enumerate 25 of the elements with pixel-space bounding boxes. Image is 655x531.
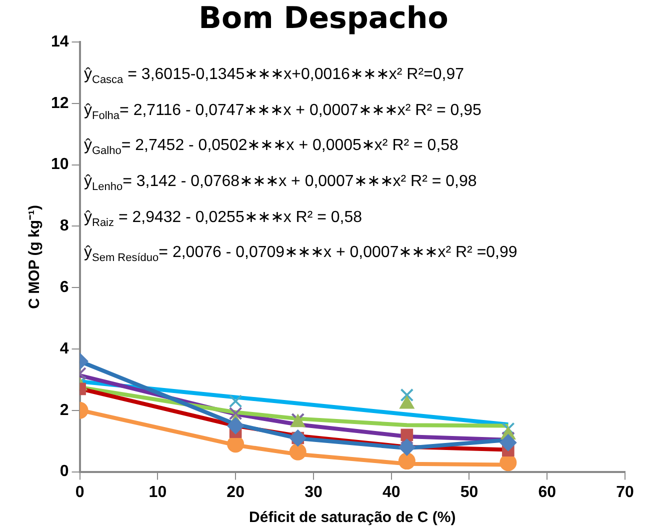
y-tick-label: 14	[51, 33, 69, 50]
x-tick-label: 20	[226, 484, 245, 501]
x-tick-label: 70	[616, 484, 634, 501]
annotation: ŷ$_{Sem Resíduo}$= 2,0076 - 0,0709∗∗∗x + 0,0007∗∗∗x² R² =0,99	[84, 243, 518, 267]
y-tick-label: 2	[60, 402, 69, 419]
y-tick-label: 10	[51, 156, 69, 174]
y-tick-label: 6	[60, 279, 69, 296]
x-tick-label: 60	[538, 484, 556, 501]
x-tick-label: 0	[75, 484, 84, 501]
annotation: ŷ$_{Casca}$ = 3,6015-0,1345∗∗∗x+0,0016∗∗∗x² R²=0,97	[84, 65, 466, 88]
x-tick-label: 10	[148, 484, 167, 501]
y-tick-label: 8	[60, 218, 69, 235]
y-tick-label: 12	[51, 94, 69, 112]
annotation: ŷ$_{Folha}$= 2,7116 - 0,0747∗∗∗x + 0,0007∗∗∗x² R² = 0,95	[84, 100, 482, 124]
annotation: ŷ$_{Galho}$= 2,7452 - 0,0502∗∗∗x + 0,0005∗x² R² = 0,58	[84, 136, 460, 160]
annotation: ŷ$_{Lenho}$= 3,142 - 0,0768∗∗∗x + 0,0007∗∗∗x² R² = 0,98	[84, 172, 478, 196]
chart-title: Bom Despacho	[198, 0, 448, 36]
annotation: ŷ$_{Raiz}$ = 2,9432 - 0,0255∗∗∗x R² = 0,58	[84, 208, 364, 231]
y-tick-label: 4	[60, 340, 69, 358]
x-tick-label: 30	[304, 484, 322, 501]
y-tick-label: 0	[60, 463, 69, 480]
y-axis-title: C MOP (g kg⁻¹)	[26, 204, 44, 309]
x-tick-label: 50	[460, 484, 478, 501]
x-tick-label: 40	[382, 484, 400, 501]
x-axis-title: Déficit de saturação de C (%)	[249, 509, 456, 526]
